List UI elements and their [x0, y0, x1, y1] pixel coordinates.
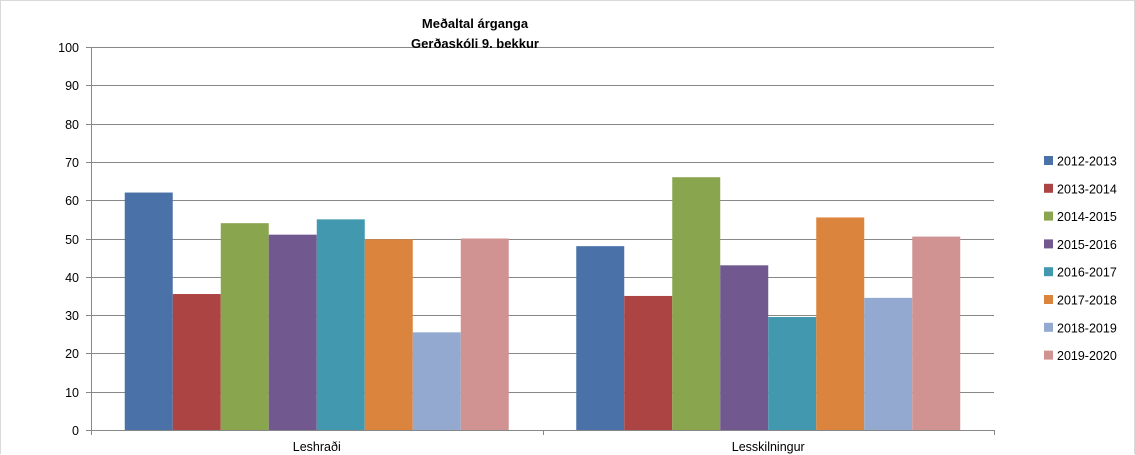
bar-2017-2018-Lesskilningur — [816, 217, 865, 430]
axes: 0 10 20 30 40 50 60 70 80 90 100 Leshraði Lesskilnin… — [58, 41, 995, 454]
y-tick-label: 100 — [58, 41, 79, 55]
legend-swatch-2019-2020 — [1044, 350, 1053, 360]
bar-2015-2016-Leshraði — [268, 234, 317, 430]
legend: 2012-2013 2013-2014 2014-2015 2015-2016 2016… — [1044, 155, 1117, 363]
legend-swatch-2015-2016 — [1044, 239, 1053, 249]
y-tick-label: 80 — [65, 118, 79, 132]
bar-2018-2019-Leshraði — [412, 332, 461, 430]
legend-label: 2015-2016 — [1057, 238, 1117, 252]
legend-swatch-2012-2013 — [1044, 156, 1053, 165]
legend-swatch-2014-2015 — [1044, 211, 1053, 221]
y-tick-label: 10 — [65, 386, 79, 400]
y-tick-label: 90 — [65, 79, 79, 93]
bar-2014-2015-Lesskilningur — [672, 177, 721, 430]
legend-label: 2016-2017 — [1057, 266, 1117, 280]
x-category-label: Lesskilningur — [732, 440, 805, 454]
legend-swatch-2013-2014 — [1044, 183, 1053, 193]
legend-label: 2014-2015 — [1057, 210, 1117, 224]
chart-subtitle: Gerðaskóli 9. bekkur — [411, 36, 539, 51]
bars — [124, 177, 961, 430]
legend-swatch-2017-2018 — [1044, 295, 1053, 304]
bar-2019-2020-Leshraði — [460, 238, 509, 430]
bar-2016-2017-Leshraði — [316, 219, 365, 430]
legend-label: 2017-2018 — [1057, 294, 1117, 308]
bar-2018-2019-Lesskilningur — [864, 297, 913, 430]
legend-label: 2018-2019 — [1057, 321, 1117, 335]
legend-label: 2013-2014 — [1057, 182, 1117, 196]
y-tick-label: 60 — [65, 194, 79, 208]
bar-2012-2013-Lesskilningur — [576, 246, 625, 430]
y-tick-label: 20 — [65, 347, 79, 361]
legend-label: 2019-2020 — [1057, 349, 1117, 363]
y-tick-label: 30 — [65, 309, 79, 323]
y-tick-label: 70 — [65, 156, 79, 170]
bar-2016-2017-Lesskilningur — [768, 317, 817, 430]
chart-title: Meðaltal árganga — [422, 16, 529, 31]
legend-swatch-2018-2019 — [1044, 322, 1053, 332]
bar-2013-2014-Leshraði — [172, 294, 221, 430]
bar-2017-2018-Leshraði — [364, 239, 413, 430]
bar-2013-2014-Lesskilningur — [624, 295, 673, 430]
bar-2014-2015-Leshraði — [220, 223, 269, 430]
legend-swatch-2016-2017 — [1044, 267, 1053, 277]
y-tick-label: 50 — [65, 233, 79, 247]
legend-label: 2012-2013 — [1057, 155, 1117, 169]
bar-2019-2020-Lesskilningur — [912, 236, 961, 430]
y-tick-label: 0 — [72, 424, 79, 438]
bar-2015-2016-Lesskilningur — [720, 265, 769, 430]
y-tick-label: 40 — [65, 271, 79, 285]
x-category-label: Leshraði — [293, 440, 341, 454]
bar-2012-2013-Leshraði — [124, 192, 173, 430]
